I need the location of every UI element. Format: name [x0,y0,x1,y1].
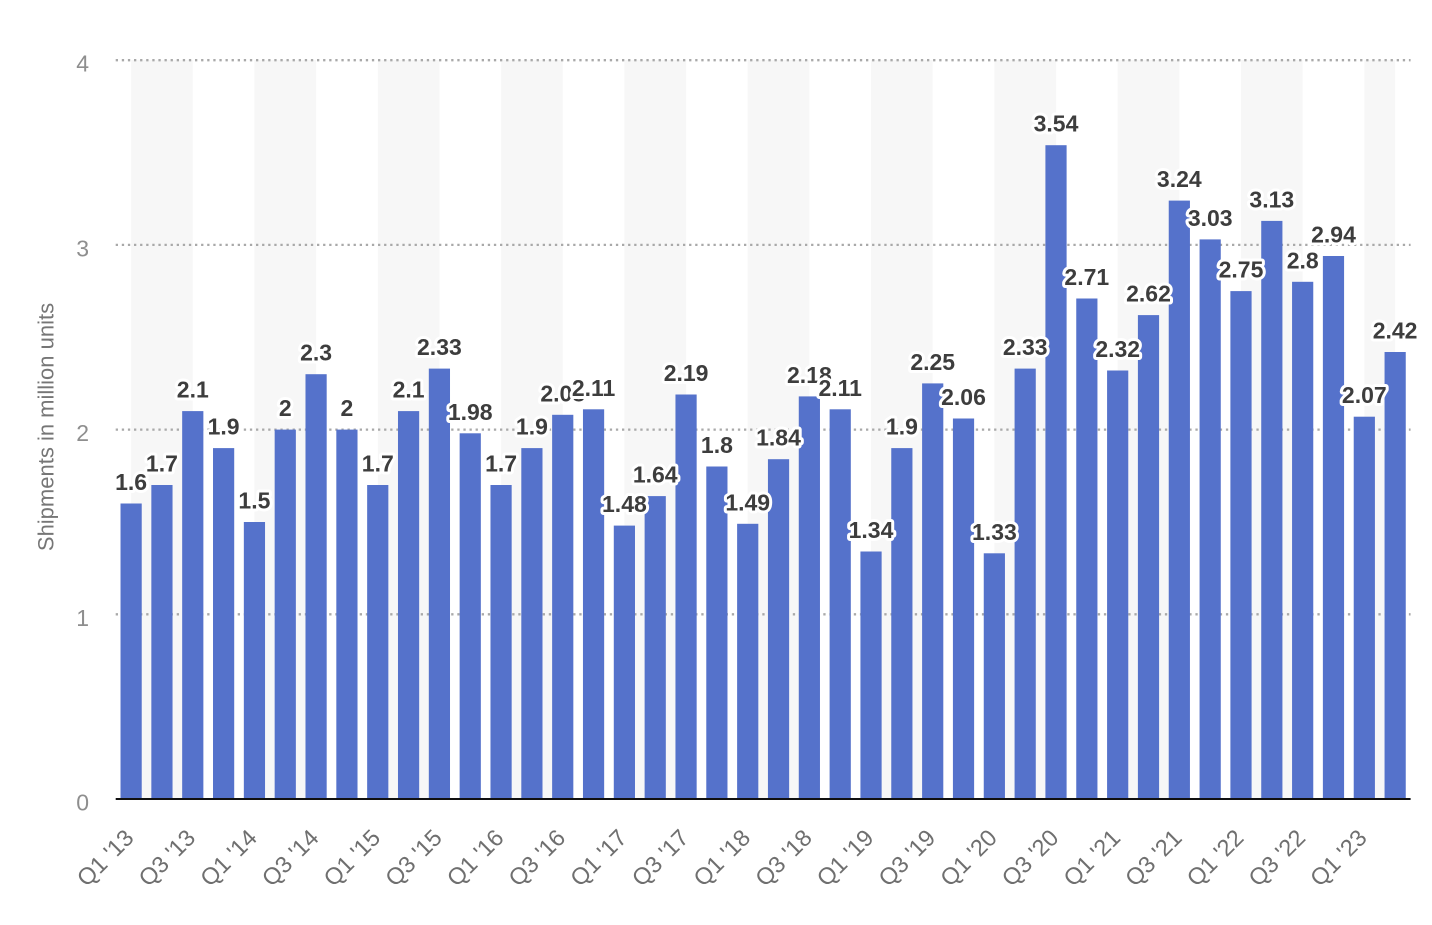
svg-text:2.75: 2.75 [1219,257,1264,283]
svg-text:1.64: 1.64 [633,462,678,488]
svg-text:2.19: 2.19 [664,360,709,386]
svg-text:2: 2 [279,395,292,421]
svg-text:2.33: 2.33 [1003,334,1048,360]
svg-text:1.9: 1.9 [516,414,548,440]
svg-text:2.3: 2.3 [300,340,332,366]
svg-text:1.7: 1.7 [146,451,178,477]
svg-text:1.33: 1.33 [972,519,1017,545]
svg-text:3: 3 [76,235,89,261]
svg-text:3.03: 3.03 [1188,205,1233,231]
svg-text:2.8: 2.8 [1287,247,1319,273]
svg-text:1.49: 1.49 [725,489,770,515]
svg-text:2.25: 2.25 [910,349,955,375]
svg-text:Shipments in million units: Shipments in million units [34,303,59,551]
svg-text:2.1: 2.1 [393,377,425,403]
svg-text:1.48: 1.48 [602,491,647,517]
svg-text:2.94: 2.94 [1311,222,1356,248]
svg-text:1.9: 1.9 [208,414,240,440]
svg-text:2.62: 2.62 [1126,281,1171,307]
svg-text:1.6: 1.6 [115,469,147,495]
svg-text:1.9: 1.9 [886,414,918,440]
svg-text:2.07: 2.07 [1342,382,1387,408]
svg-text:2.06: 2.06 [941,384,986,410]
svg-text:0: 0 [76,790,89,816]
svg-text:1.7: 1.7 [362,451,394,477]
svg-text:2: 2 [341,395,354,421]
svg-text:2.33: 2.33 [417,334,462,360]
svg-text:2.11: 2.11 [818,375,862,401]
svg-text:4: 4 [76,51,89,77]
svg-text:2.1: 2.1 [177,377,209,403]
svg-text:1.8: 1.8 [701,432,733,458]
svg-text:2.11: 2.11 [572,375,616,401]
svg-text:2: 2 [76,420,89,446]
svg-text:2.32: 2.32 [1095,336,1140,362]
svg-text:3.13: 3.13 [1249,186,1294,212]
svg-text:1: 1 [76,605,89,631]
svg-text:2.71: 2.71 [1064,264,1109,290]
svg-text:1.5: 1.5 [238,488,270,514]
svg-text:2.18: 2.18 [787,362,832,388]
svg-text:3.24: 3.24 [1157,166,1202,192]
svg-text:1.7: 1.7 [485,451,517,477]
svg-text:3.54: 3.54 [1034,111,1079,137]
svg-text:1.84: 1.84 [756,425,801,451]
svg-text:1.98: 1.98 [448,399,493,425]
svg-text:2.42: 2.42 [1373,318,1418,344]
svg-text:2.08: 2.08 [540,380,585,406]
svg-text:1.34: 1.34 [849,517,894,543]
